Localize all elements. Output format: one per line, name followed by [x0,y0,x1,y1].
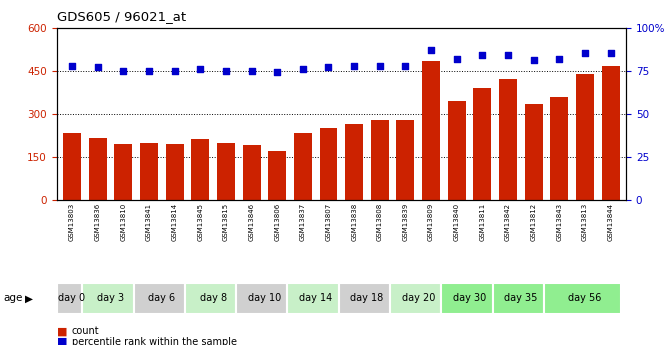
Text: percentile rank within the sample: percentile rank within the sample [72,337,237,345]
Bar [191,139,209,200]
Point [426,47,436,53]
Point [452,56,462,61]
Text: day 6: day 6 [149,294,175,303]
Bar [576,73,594,200]
Bar [371,120,389,200]
Point [400,63,411,68]
Text: day 14: day 14 [299,294,332,303]
Bar [525,104,543,200]
Text: GDS605 / 96021_at: GDS605 / 96021_at [57,10,186,23]
Bar [140,142,158,200]
FancyBboxPatch shape [134,283,185,314]
Bar [499,79,517,200]
Bar [422,61,440,200]
Bar [166,144,184,200]
Text: day 30: day 30 [453,294,486,303]
Text: day 18: day 18 [350,294,384,303]
Point [605,51,616,56]
Bar [601,66,619,200]
Bar [89,138,107,200]
Point [477,52,488,58]
FancyBboxPatch shape [57,283,83,314]
Bar [294,132,312,200]
Point [554,56,565,61]
Point [118,68,129,73]
Point [349,63,360,68]
Text: day 3: day 3 [97,294,124,303]
Text: day 8: day 8 [200,294,226,303]
Point [195,66,206,72]
Text: day 0: day 0 [59,294,85,303]
FancyBboxPatch shape [442,283,493,314]
FancyBboxPatch shape [236,283,288,314]
Point [579,51,590,56]
Bar [217,144,235,200]
Point [323,65,334,70]
FancyBboxPatch shape [544,283,621,314]
Text: day 35: day 35 [504,294,537,303]
Text: age: age [3,294,23,303]
Text: day 56: day 56 [568,294,601,303]
Point [272,70,282,75]
Text: day 10: day 10 [248,294,281,303]
Point [246,68,257,73]
Text: ■: ■ [57,337,67,345]
FancyBboxPatch shape [339,283,390,314]
Point [528,58,539,63]
Bar [474,88,492,200]
Bar [345,124,363,200]
FancyBboxPatch shape [493,283,544,314]
Text: day 20: day 20 [402,294,435,303]
Bar [268,151,286,200]
Text: ▶: ▶ [25,294,33,303]
FancyBboxPatch shape [83,283,134,314]
Point [220,68,231,73]
Bar [448,101,466,200]
Point [144,68,155,73]
Bar [550,97,568,200]
FancyBboxPatch shape [288,283,339,314]
Point [503,52,513,58]
Bar [320,128,338,200]
Text: count: count [72,326,99,336]
Point [67,63,77,68]
Text: ■: ■ [57,326,67,336]
Bar [115,144,133,200]
Point [169,68,180,73]
FancyBboxPatch shape [390,283,442,314]
Point [374,63,385,68]
FancyBboxPatch shape [185,283,236,314]
Bar [63,132,81,200]
Bar [396,120,414,200]
Point [93,65,103,70]
Bar [242,145,260,200]
Point [298,66,308,72]
